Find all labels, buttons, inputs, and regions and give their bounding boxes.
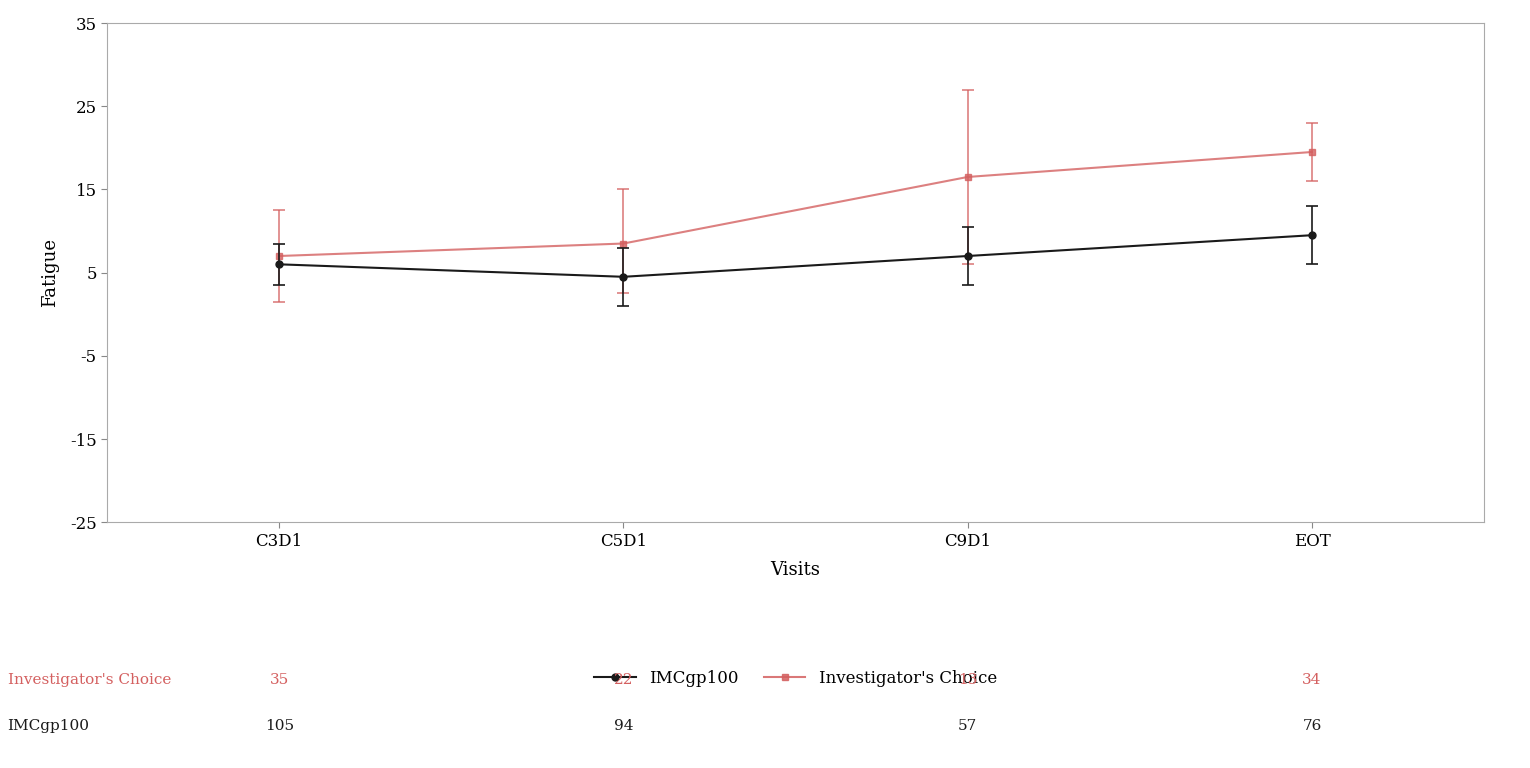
Text: IMCgp100: IMCgp100 [8, 719, 90, 733]
Text: 76: 76 [1302, 719, 1322, 733]
Text: 13: 13 [958, 673, 978, 687]
Legend: IMCgp100, Investigator's Choice: IMCgp100, Investigator's Choice [588, 664, 1004, 694]
X-axis label: Visits: Visits [771, 561, 820, 579]
Y-axis label: Fatigue: Fatigue [41, 238, 58, 307]
Text: 105: 105 [265, 719, 294, 733]
Text: 34: 34 [1302, 673, 1322, 687]
Text: Investigator's Choice: Investigator's Choice [8, 673, 171, 687]
Text: 57: 57 [958, 719, 978, 733]
Text: 22: 22 [614, 673, 633, 687]
Text: 35: 35 [269, 673, 289, 687]
Text: 94: 94 [614, 719, 633, 733]
